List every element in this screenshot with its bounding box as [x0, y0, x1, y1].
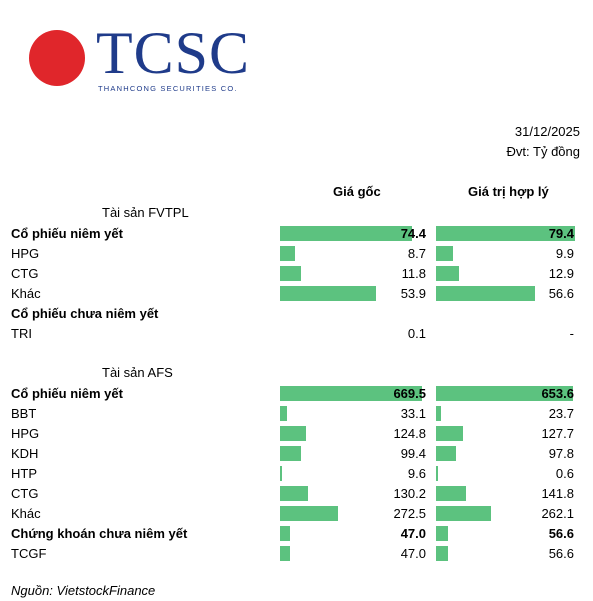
fair-value: 23.7 [548, 406, 574, 421]
column-header-fair-value: Giá trị hợp lý [468, 184, 549, 199]
fair-value: 127.7 [541, 426, 574, 441]
table-row: KDH 99.4 97.8 [0, 444, 593, 464]
section-title: Tài sản AFS [102, 365, 173, 380]
table-row: HTP 9.6 0.6 [0, 464, 593, 484]
fair-value-bar [436, 386, 573, 401]
cost-value: 33.1 [400, 406, 426, 421]
cost-bar [280, 486, 308, 501]
cost-value: 130.2 [393, 486, 426, 501]
row-label: Cổ phiếu chưa niêm yết [11, 306, 159, 321]
row-label: Cổ phiếu niêm yết [11, 386, 123, 401]
fair-value-bar [436, 526, 448, 541]
row-label: HPG [11, 246, 40, 261]
row-label: HPG [11, 426, 40, 441]
unit-label: Đvt: Tỷ đồng [506, 144, 580, 159]
fair-value: 12.9 [548, 266, 574, 281]
row-label: Chứng khoán chưa niêm yết [11, 526, 188, 541]
fair-value: 56.6 [548, 526, 574, 541]
fair-value-bar [436, 446, 457, 461]
fair-value-bar [436, 286, 536, 301]
cost-bar [280, 406, 287, 421]
cost-bar [280, 386, 422, 401]
row-label: CTG [11, 486, 39, 501]
table-row: HPG 8.7 9.9 [0, 244, 593, 264]
report-date: 31/12/2025 [514, 124, 580, 139]
cost-value: 124.8 [393, 426, 426, 441]
logo-subtitle: THANHCONG SECURITIES CO. [98, 84, 238, 93]
fair-value: 0.6 [555, 466, 574, 481]
fair-value-bar [436, 546, 448, 561]
fair-value: 79.4 [548, 226, 574, 241]
table-row: TRI 0.1 - [0, 324, 593, 344]
row-label: Khác [11, 506, 41, 521]
cost-bar [280, 246, 296, 261]
fair-value: 9.9 [555, 246, 574, 261]
table-row: Khác 53.9 56.6 [0, 284, 593, 304]
fair-value: - [569, 326, 574, 341]
cost-bar [280, 466, 283, 481]
row-label: KDH [11, 446, 39, 461]
table-row: TCGF 47.0 56.6 [0, 544, 593, 564]
row-label: BBT [11, 406, 37, 421]
cost-value: 9.6 [407, 466, 426, 481]
fair-value: 56.6 [548, 546, 574, 561]
fair-value-bar [436, 506, 491, 521]
table-row: CTG 130.2 141.8 [0, 484, 593, 504]
company-logo: TCSC THANHCONG SECURITIES CO. [10, 22, 278, 94]
cost-value: 99.4 [400, 446, 426, 461]
fair-value-bar [436, 426, 463, 441]
table-row: Khác 272.5 262.1 [0, 504, 593, 524]
cost-value: 11.8 [401, 266, 426, 281]
fair-value-bar [436, 406, 441, 421]
fair-value: 56.6 [548, 286, 574, 301]
cost-bar [280, 226, 413, 241]
cost-value: 0.1 [407, 326, 426, 341]
cost-value: 47.0 [400, 526, 426, 541]
cost-value: 8.7 [407, 246, 426, 261]
row-label: Khác [11, 286, 41, 301]
cost-value: 669.5 [393, 386, 426, 401]
table-row: CTG 11.8 12.9 [0, 264, 593, 284]
cost-bar [280, 526, 290, 541]
row-label: TRI [11, 326, 32, 341]
source-note: Nguồn: VietstockFinance [11, 583, 156, 598]
cost-value: 272.5 [393, 506, 426, 521]
table-row: HPG 124.8 127.7 [0, 424, 593, 444]
cost-value: 74.4 [400, 226, 426, 241]
logo-wordmark: TCSC [96, 20, 251, 86]
fair-value-bar [436, 466, 438, 481]
fair-value: 262.1 [541, 506, 574, 521]
column-header-cost: Giá gốc [333, 184, 381, 199]
fair-value-bar [436, 266, 459, 281]
cost-bar [280, 506, 338, 521]
cost-value: 47.0 [400, 546, 426, 561]
cost-bar [280, 286, 376, 301]
table-row: Cổ phiếu niêm yết 74.4 79.4 [0, 224, 593, 244]
logo-red-circle [29, 30, 85, 86]
cost-value: 53.9 [400, 286, 426, 301]
fair-value-bar [436, 486, 466, 501]
cost-bar [280, 266, 301, 281]
row-label: Cổ phiếu niêm yết [11, 226, 123, 241]
table-row: Cổ phiếu chưa niêm yết [0, 304, 593, 324]
fair-value: 653.6 [541, 386, 574, 401]
fair-value-bar [436, 226, 575, 241]
row-label: TCGF [11, 546, 47, 561]
table-row: Cổ phiếu niêm yết 669.5 653.6 [0, 384, 593, 404]
table-row: BBT 33.1 23.7 [0, 404, 593, 424]
section-title: Tài sản FVTPL [102, 205, 189, 220]
fair-value-bar [436, 246, 454, 261]
row-label: HTP [11, 466, 37, 481]
cost-bar [280, 446, 302, 461]
fair-value: 141.8 [541, 486, 574, 501]
fair-value: 97.8 [548, 446, 574, 461]
cost-bar [280, 546, 290, 561]
row-label: CTG [11, 266, 39, 281]
cost-bar [280, 426, 307, 441]
table-row: Chứng khoán chưa niêm yết 47.0 56.6 [0, 524, 593, 544]
